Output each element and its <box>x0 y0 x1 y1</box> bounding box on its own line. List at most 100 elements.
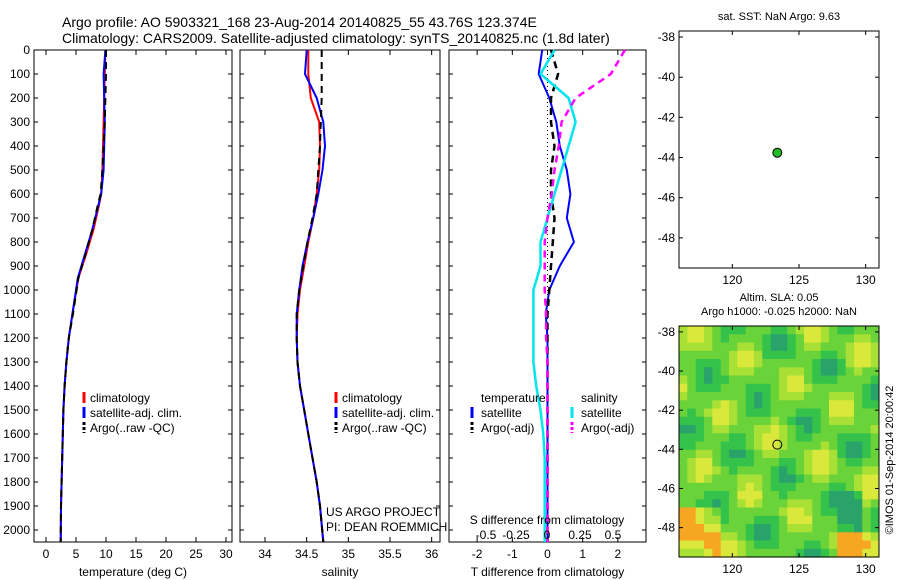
sla-heatmap-cell <box>812 342 822 352</box>
sla-heatmap-cell <box>829 367 838 377</box>
sla-heatmap-cell <box>795 416 805 426</box>
sla-heatmap-cell <box>695 326 705 335</box>
sla-heatmap-cell <box>729 375 738 385</box>
sst_map-ytick-label: -48 <box>658 231 676 245</box>
sla-heatmap-cell <box>820 359 830 368</box>
sla-heatmap-cell <box>829 548 838 558</box>
sla-heatmap-cell <box>870 334 880 344</box>
sla-heatmap-cell <box>787 375 797 385</box>
sla-heatmap-cell <box>712 383 722 393</box>
sla-heatmap-cell <box>762 441 772 451</box>
sla-heatmap-cell <box>737 515 747 525</box>
sla-heatmap-cell <box>695 408 705 418</box>
sla-heatmap-cell <box>779 342 788 352</box>
sla-heatmap-cell <box>762 359 772 368</box>
sla-heatmap-cell <box>837 359 847 368</box>
sla-heatmap-cell <box>712 367 722 377</box>
sla-heatmap-cell <box>812 367 822 377</box>
sla-heatmap-cell <box>795 334 805 344</box>
sla-heatmap-cell <box>745 383 755 393</box>
sla-heatmap-cell <box>704 416 713 426</box>
sla-heatmap-cell <box>804 458 813 467</box>
sla-heatmap-cell <box>862 458 872 467</box>
sla-heatmap-cell <box>695 416 705 426</box>
sla-heatmap-cell <box>837 433 847 443</box>
sla-heatmap-cell <box>695 532 705 542</box>
sla-heatmap-cell <box>720 416 730 426</box>
sla-heatmap-cell <box>762 466 772 476</box>
salinity-series-climatology <box>295 50 325 543</box>
sla-heatmap-cell <box>829 408 838 418</box>
sla-heatmap-cell <box>829 334 838 344</box>
sla-heatmap-cell <box>754 408 763 418</box>
sla-heatmap-cell <box>737 350 747 360</box>
sla-heatmap-cell <box>720 350 730 360</box>
sla-heatmap-cell <box>704 433 713 443</box>
salinity-xtick-label: 35 <box>342 547 356 561</box>
sla-heatmap-cell <box>720 482 730 492</box>
sla-heatmap-cell <box>837 425 847 434</box>
sla-heatmap-cell <box>745 350 755 360</box>
sla-heatmap-cell <box>854 515 863 525</box>
sla-heatmap-cell <box>870 458 880 467</box>
sla-heatmap-cell <box>837 499 847 509</box>
sla-heatmap-cell <box>695 458 705 467</box>
sla-heatmap-cell <box>720 334 730 344</box>
sla-heatmap-cell <box>845 433 855 443</box>
sla-heatmap-cell <box>679 548 688 558</box>
sla-heatmap-cell <box>829 342 838 352</box>
difference-legend-title-salinity: salinity <box>581 391 618 405</box>
sla-heatmap-cell <box>754 425 763 434</box>
depth-tick-label: 1300 <box>3 355 30 369</box>
sla-heatmap-cell <box>737 548 747 558</box>
sst_map-float-position <box>772 147 783 158</box>
sla-heatmap-cell <box>695 342 705 352</box>
sla-heatmap-cell <box>804 416 813 426</box>
sla-heatmap-cell <box>695 540 705 550</box>
sla-heatmap-cell <box>787 441 797 451</box>
sla-heatmap-cell <box>862 326 872 335</box>
sla-heatmap-cell <box>795 433 805 443</box>
difference-xtick-label: -1 <box>507 547 518 561</box>
sla-heatmap-cell <box>854 326 863 335</box>
sla-heatmap-cell <box>795 375 805 385</box>
sla-heatmap-cell <box>787 524 797 533</box>
sla-heatmap-cell <box>854 524 863 533</box>
sla-heatmap-cell <box>745 532 755 542</box>
sla-heatmap-cell <box>687 433 697 443</box>
sla-heatmap-cell <box>870 359 880 368</box>
sla-heatmap-cell <box>779 499 788 509</box>
sla-heatmap-cell <box>829 375 838 385</box>
sla-heatmap-cell <box>704 548 713 558</box>
sla-heatmap-cell <box>720 375 730 385</box>
sla-heatmap-cell <box>795 383 805 393</box>
sla-heatmap-cell <box>754 400 763 410</box>
sla-heatmap-cell <box>870 425 880 434</box>
sla-heatmap-cell <box>862 383 872 393</box>
sla-heatmap-cell <box>787 499 797 509</box>
sla-heatmap-cell <box>729 392 738 401</box>
depth-tick-label: 800 <box>10 235 30 249</box>
sla-heatmap-cell <box>779 400 788 410</box>
sla-heatmap-cell <box>829 359 838 368</box>
sla-heatmap-cell <box>737 524 747 533</box>
sla-heatmap-cell <box>837 507 847 517</box>
sla-heatmap-cell <box>854 383 863 393</box>
sla-heatmap-cell <box>862 408 872 418</box>
sla-map-title-line1: Altim. SLA: 0.05 <box>740 292 819 304</box>
sla-heatmap-cell <box>754 383 763 393</box>
sla-heatmap-cell <box>837 532 847 542</box>
sla-heatmap-cell <box>695 499 705 509</box>
sla-heatmap-cell <box>820 392 830 401</box>
sla-heatmap-cell <box>870 326 880 335</box>
depth-tick-label: 100 <box>10 67 30 81</box>
sla-heatmap-cell <box>812 334 822 344</box>
depth-tick-label: 2000 <box>3 523 30 537</box>
sla-heatmap-cell <box>770 532 780 542</box>
sla-heatmap-cell <box>737 383 747 393</box>
sla-heatmap-cell <box>812 548 822 558</box>
temperature-legend-label: Argo(..raw -QC) <box>90 421 175 435</box>
sla-heatmap-cell <box>812 524 822 533</box>
sla-heatmap-cell <box>854 474 863 484</box>
sla-heatmap-cell <box>770 548 780 558</box>
